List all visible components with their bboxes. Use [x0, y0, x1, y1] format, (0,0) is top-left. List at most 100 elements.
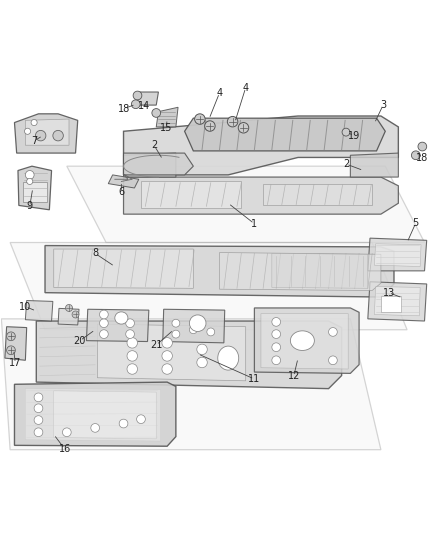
Circle shape	[127, 364, 137, 374]
Circle shape	[271, 330, 280, 338]
Polygon shape	[97, 324, 245, 381]
Text: 16: 16	[58, 444, 71, 454]
Circle shape	[7, 332, 15, 341]
Polygon shape	[184, 118, 385, 151]
Polygon shape	[367, 282, 426, 321]
Text: 17: 17	[9, 358, 21, 368]
Circle shape	[196, 344, 207, 354]
Circle shape	[133, 91, 141, 100]
Polygon shape	[1, 319, 380, 450]
Circle shape	[125, 330, 134, 338]
Text: 18: 18	[118, 103, 130, 114]
Circle shape	[131, 100, 140, 109]
Polygon shape	[53, 249, 193, 288]
Polygon shape	[36, 321, 341, 389]
Polygon shape	[123, 177, 397, 214]
Polygon shape	[14, 114, 78, 153]
Polygon shape	[67, 166, 424, 243]
Text: 10: 10	[19, 302, 32, 312]
Circle shape	[127, 337, 137, 348]
Circle shape	[25, 171, 34, 179]
Circle shape	[31, 119, 37, 126]
Ellipse shape	[217, 346, 238, 370]
Circle shape	[172, 319, 180, 327]
Polygon shape	[18, 166, 51, 210]
Text: 9: 9	[27, 201, 33, 211]
Polygon shape	[141, 181, 241, 208]
Text: 13: 13	[382, 288, 394, 297]
Polygon shape	[350, 153, 397, 177]
Polygon shape	[260, 313, 347, 369]
Polygon shape	[123, 153, 176, 177]
Polygon shape	[123, 116, 397, 175]
Circle shape	[34, 404, 43, 413]
Circle shape	[119, 419, 127, 428]
Circle shape	[125, 319, 134, 328]
Circle shape	[152, 109, 160, 117]
Polygon shape	[25, 301, 53, 321]
Circle shape	[136, 415, 145, 424]
Polygon shape	[25, 389, 160, 441]
Circle shape	[206, 328, 214, 336]
Circle shape	[417, 142, 426, 151]
Circle shape	[328, 328, 336, 336]
Circle shape	[99, 310, 108, 319]
Polygon shape	[108, 175, 138, 188]
Circle shape	[34, 428, 43, 437]
Text: 21: 21	[150, 340, 162, 350]
Circle shape	[25, 128, 31, 134]
Ellipse shape	[189, 315, 205, 332]
Circle shape	[271, 343, 280, 352]
Circle shape	[196, 357, 207, 368]
Text: 1: 1	[251, 219, 257, 229]
Circle shape	[7, 346, 15, 354]
Text: 12: 12	[287, 372, 299, 382]
Polygon shape	[14, 382, 176, 446]
Bar	[23, 182, 47, 202]
Text: 2: 2	[151, 140, 157, 150]
Polygon shape	[367, 238, 426, 271]
Circle shape	[34, 416, 43, 424]
Polygon shape	[45, 246, 393, 297]
Polygon shape	[262, 183, 371, 205]
Circle shape	[189, 326, 197, 334]
Text: 14: 14	[138, 101, 150, 111]
Polygon shape	[374, 287, 419, 316]
Circle shape	[227, 116, 237, 127]
Circle shape	[127, 351, 137, 361]
Circle shape	[328, 356, 336, 365]
Polygon shape	[58, 309, 79, 325]
Polygon shape	[5, 327, 27, 360]
Polygon shape	[123, 153, 193, 175]
Circle shape	[238, 123, 248, 133]
Circle shape	[62, 428, 71, 437]
Text: 18: 18	[415, 154, 427, 163]
Circle shape	[162, 364, 172, 374]
Text: 11: 11	[248, 374, 260, 384]
Text: 5: 5	[412, 218, 418, 228]
Circle shape	[271, 318, 280, 326]
Polygon shape	[53, 391, 156, 439]
Text: 20: 20	[74, 336, 86, 346]
Polygon shape	[86, 309, 148, 342]
Circle shape	[162, 351, 172, 361]
Circle shape	[53, 131, 63, 141]
Circle shape	[72, 311, 79, 318]
Polygon shape	[10, 243, 406, 330]
Circle shape	[65, 304, 72, 311]
Polygon shape	[162, 309, 224, 343]
Circle shape	[27, 179, 33, 184]
Circle shape	[99, 330, 108, 338]
Text: 3: 3	[379, 100, 385, 110]
Polygon shape	[156, 107, 178, 127]
Ellipse shape	[290, 331, 314, 351]
Circle shape	[204, 121, 215, 131]
Polygon shape	[136, 92, 158, 105]
Bar	[380, 296, 399, 312]
Text: 19: 19	[347, 131, 359, 141]
Text: 7: 7	[31, 136, 37, 146]
Text: 2: 2	[342, 159, 348, 169]
Text: 15: 15	[160, 123, 172, 133]
Circle shape	[341, 128, 349, 136]
Polygon shape	[254, 308, 358, 374]
